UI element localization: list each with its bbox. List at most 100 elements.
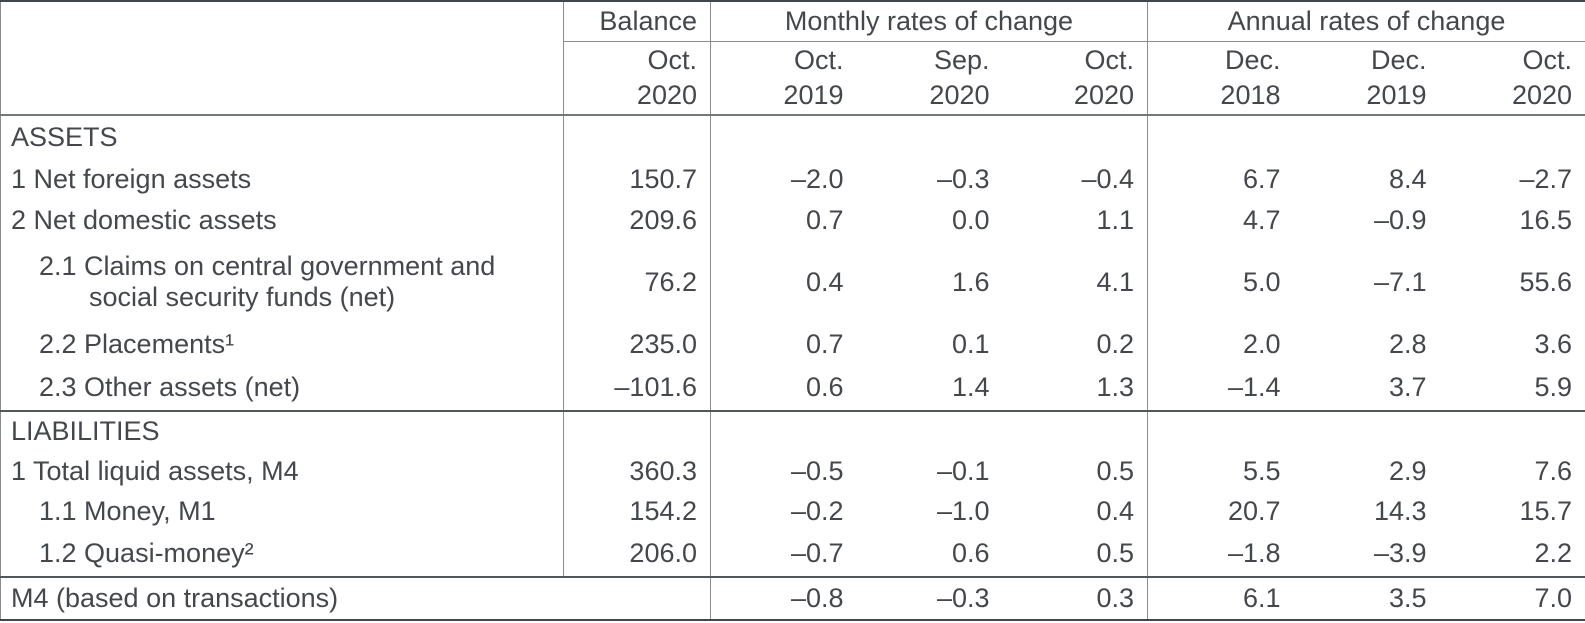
- table-row-claims-central-government: 2.1 Claims on central government and soc…: [0, 241, 1585, 323]
- table-row-m4-transactions: M4 (based on transactions) –0.8 –0.3 0.3…: [0, 576, 1585, 620]
- cell-annual-3: 55.6: [1519, 266, 1573, 297]
- cell-monthly-2: 1.6: [951, 266, 990, 297]
- cell-annual-1: 6.1: [1147, 576, 1294, 620]
- cell-annual-1: 4.7: [1242, 204, 1281, 235]
- cell-monthly-1: –0.2: [790, 495, 844, 526]
- cell-annual-2: 3.7: [1388, 372, 1427, 402]
- row-label-line-2: social security funds (net): [89, 282, 396, 312]
- cell-monthly-3: 0.5: [1002, 451, 1148, 491]
- cell-annual-2: 8.4: [1388, 163, 1427, 194]
- item-column-header: [0, 1, 564, 116]
- period-year: 2019: [1366, 79, 1427, 110]
- cell-monthly-3: 0.2: [1002, 323, 1148, 365]
- annual-period-1-header: Dec. 2018: [1147, 41, 1294, 116]
- cell-monthly-1: 0.4: [805, 266, 844, 297]
- cell-annual-2: 2.8: [1388, 328, 1427, 359]
- monthly-rates-group-header: Monthly rates of change: [710, 1, 1148, 42]
- cell-annual-2: –3.9: [1373, 538, 1427, 568]
- cell-monthly-2: –0.3: [856, 576, 1003, 620]
- cell-monthly-1: –2.0: [790, 163, 844, 194]
- period-month: Dec.: [1370, 44, 1427, 75]
- cell-monthly-3: 1.1: [1002, 199, 1148, 241]
- period-month: Oct.: [793, 44, 844, 75]
- cell-balance: 154.2: [563, 491, 711, 531]
- row-label: 1.2 Quasi-money²: [0, 531, 564, 577]
- cell-annual-1: 5.5: [1242, 455, 1281, 486]
- period-year: 2019: [783, 79, 844, 110]
- cell-monthly-3: 0.4: [1002, 491, 1148, 531]
- cell-annual-3: 5.9: [1534, 372, 1573, 402]
- period-month: Oct.: [1522, 44, 1573, 75]
- cell-annual-1: –1.4: [1227, 372, 1281, 402]
- cell-monthly-2: 0.6: [951, 538, 990, 568]
- cell-balance: 150.7: [563, 159, 711, 199]
- cell-annual-2: 3.5: [1293, 576, 1440, 620]
- cell-monthly-1: –0.7: [790, 538, 844, 568]
- annual-period-3-header: Oct. 2020: [1439, 41, 1585, 116]
- row-label: 1 Net foreign assets: [0, 159, 564, 199]
- cell-annual-2: –7.1: [1373, 266, 1427, 297]
- cell-monthly-2: 0.1: [951, 328, 990, 359]
- monthly-period-3-header: Oct. 2020: [1002, 41, 1148, 116]
- balance-column-header: Balance: [563, 1, 711, 42]
- row-label: 2.1 Claims on central government and soc…: [0, 241, 564, 323]
- period-year: 2020: [1511, 79, 1573, 110]
- annual-rates-group-header: Annual rates of change: [1147, 1, 1585, 42]
- monthly-period-1-header: Oct. 2019: [710, 41, 857, 116]
- cell-monthly-3: 0.3: [1002, 576, 1148, 620]
- cell-annual-1: 20.7: [1227, 495, 1281, 526]
- row-label: 2.3 Other assets (net): [0, 365, 564, 411]
- period-month: Oct.: [1084, 44, 1134, 75]
- cell-monthly-2: –0.1: [936, 455, 990, 486]
- period-year: 2020: [929, 79, 990, 110]
- table-row-net-domestic-assets: 2 Net domestic assets 209.6 0.7 0.0 1.1 …: [0, 199, 1585, 241]
- cell-annual-2: 14.3: [1373, 495, 1427, 526]
- table-row-placements: 2.2 Placements¹ 235.0 0.7 0.1 0.2 2.0 2.…: [0, 323, 1585, 365]
- cell-annual-3: 7.6: [1534, 455, 1573, 486]
- cell-monthly-3: 0.5: [1002, 531, 1148, 577]
- cell-balance: 206.0: [563, 531, 711, 577]
- cell-annual-1: 5.0: [1242, 266, 1281, 297]
- cell-monthly-2: –1.0: [936, 495, 990, 526]
- cell-balance: –101.6: [563, 365, 711, 411]
- cell-balance: 360.3: [563, 451, 711, 491]
- cell-monthly-2: 1.4: [951, 372, 990, 402]
- annual-period-2-header: Dec. 2019: [1293, 41, 1440, 116]
- cell-balance: 235.0: [563, 323, 711, 365]
- cell-monthly-2: 0.0: [951, 204, 990, 235]
- cell-annual-1: 2.0: [1242, 328, 1281, 359]
- table-row-net-foreign-assets: 1 Net foreign assets 150.7 –2.0 –0.3 –0.…: [0, 159, 1585, 199]
- cell-monthly-1: 0.6: [805, 372, 844, 402]
- cell-monthly-2: –0.3: [936, 163, 990, 194]
- cell-annual-3: 2.2: [1534, 538, 1573, 568]
- cell-annual-3: 7.0: [1439, 576, 1585, 620]
- cell-annual-3: 15.7: [1519, 495, 1573, 526]
- header-row-groups: Balance Monthly rates of change Annual r…: [0, 1, 1585, 116]
- cell-monthly-3: 1.3: [1002, 365, 1148, 411]
- period-month: Sep.: [933, 44, 990, 75]
- cell-monthly-1: –0.8: [710, 576, 857, 620]
- section-label: LIABILITIES: [0, 410, 564, 451]
- cell-balance: 76.2: [563, 241, 711, 323]
- period-month: Dec.: [1224, 44, 1281, 75]
- section-row-assets: ASSETS: [0, 115, 1585, 159]
- cell-balance: 209.6: [563, 199, 711, 241]
- period-year: 2020: [636, 79, 697, 110]
- section-label: ASSETS: [0, 115, 564, 159]
- period-year: 2018: [1220, 79, 1281, 110]
- cell-annual-3: 3.6: [1534, 328, 1573, 359]
- section-row-liabilities: LIABILITIES: [0, 410, 1585, 451]
- row-label: 1 Total liquid assets, M4: [0, 451, 564, 491]
- row-label: M4 (based on transactions): [0, 576, 711, 620]
- cell-annual-3: –2.7: [1519, 163, 1573, 194]
- cell-monthly-3: –0.4: [1002, 159, 1148, 199]
- row-label-line-1: 2.1 Claims on central government and: [39, 251, 496, 281]
- cell-annual-2: –0.9: [1373, 204, 1427, 235]
- balance-period-header: Oct. 2020: [563, 41, 711, 116]
- cell-annual-2: 2.9: [1388, 455, 1427, 486]
- cell-monthly-1: 0.7: [805, 204, 844, 235]
- table-row-other-assets: 2.3 Other assets (net) –101.6 0.6 1.4 1.…: [0, 365, 1585, 411]
- table-row-money-m1: 1.1 Money, M1 154.2 –0.2 –1.0 0.4 20.7 1…: [0, 491, 1585, 531]
